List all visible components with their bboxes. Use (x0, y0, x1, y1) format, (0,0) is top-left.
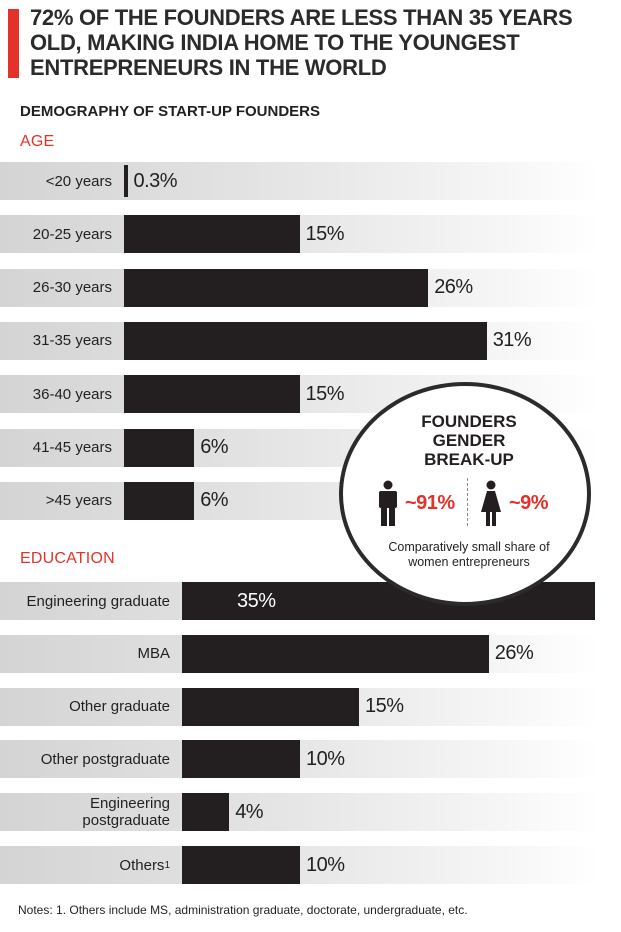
gender-note: Comparatively small share of women entre… (388, 540, 550, 569)
data-bar (124, 428, 195, 467)
data-bar (182, 846, 300, 884)
chart-row: 26-30 years 26% (0, 268, 621, 307)
data-bar (182, 634, 489, 673)
chart-row: Engineering postgraduate 4% (0, 793, 621, 832)
value-label: 15% (305, 222, 345, 245)
category-label-text: Engineering graduate (26, 592, 170, 610)
data-bar (124, 215, 300, 254)
value-label: 15% (365, 695, 404, 718)
chart-row: Other graduate 15% (0, 687, 621, 726)
value-label: 26% (494, 642, 534, 665)
female-person-icon (481, 480, 501, 526)
category-label-text: Other postgraduate (40, 750, 170, 768)
chart-row: <20 years 0.3% (0, 162, 621, 200)
category-label-text: 20-25 years (32, 225, 112, 243)
chart-row: 31-35 years 31% (0, 321, 621, 360)
category-label: MBA (4, 635, 170, 673)
category-label-text: 41-45 years (32, 439, 112, 456)
value-label: 6% (200, 436, 229, 458)
category-label: Others 1 (4, 846, 170, 884)
gender-breakup-callout: FOUNDERS GENDER BREAK-UP ~91% ~9% Compar… (339, 382, 591, 606)
value-label: 0.3% (133, 169, 178, 192)
row-background (0, 162, 600, 200)
data-bar (124, 165, 128, 197)
female-percentage: ~9% (509, 492, 549, 514)
category-label-text: MBA (137, 645, 170, 663)
data-bar (124, 481, 195, 520)
value-label: 10% (306, 747, 345, 770)
headline-accent-bar (8, 9, 19, 78)
data-bar (182, 687, 359, 726)
data-bar (124, 375, 300, 414)
category-label: Other graduate (4, 688, 170, 726)
male-percentage: ~91% (405, 492, 455, 514)
value-label: 4% (235, 800, 264, 823)
data-bar (124, 268, 429, 307)
value-label: 10% (306, 853, 345, 876)
category-label-text: Other graduate (69, 698, 170, 716)
headline: 72% OF THE FOUNDERS ARE LESS THAN 35 YEA… (30, 5, 573, 80)
category-label: Engineering postgraduate (4, 793, 170, 831)
row-background (0, 793, 600, 832)
category-label-text: 26-30 years (32, 279, 112, 297)
row-background (0, 215, 600, 254)
category-label: 20-25 years (4, 215, 112, 253)
category-label: 41-45 years (4, 429, 112, 467)
chart-row: Other postgraduate 10% (0, 740, 621, 779)
category-label-text: Others (119, 856, 165, 874)
footnote: Notes: 1. Others include MS, administrat… (18, 903, 468, 917)
category-label: 36-40 years (4, 375, 112, 413)
footnote-marker: 1 (164, 859, 170, 871)
value-label: 26% (434, 276, 473, 299)
category-label-text: 36-40 years (32, 385, 112, 403)
category-label: 26-30 years (4, 269, 112, 307)
value-label: 35% (237, 589, 276, 612)
category-label-text: Engineering postgraduate (82, 795, 170, 830)
category-label-text: >45 years (45, 492, 112, 510)
gender-divider (467, 478, 468, 526)
education-section-title: EDUCATION (20, 550, 115, 567)
value-label: 6% (200, 489, 229, 512)
category-label-text: 31-35 years (32, 332, 112, 350)
value-label: 31% (492, 329, 532, 352)
data-bar (124, 321, 487, 360)
gender-callout-title: FOUNDERS GENDER BREAK-UP (421, 412, 517, 469)
category-label: >45 years (4, 482, 112, 520)
category-label: <20 years (4, 162, 112, 200)
data-bar (182, 740, 300, 779)
row-background (0, 740, 600, 779)
category-label-text: <20 years (45, 172, 112, 190)
category-label: Other postgraduate (4, 740, 170, 778)
chart-subtitle: DEMOGRAPHY OF START-UP FOUNDERS (20, 103, 321, 120)
age-section-title: AGE (20, 133, 55, 150)
value-label: 15% (305, 382, 345, 405)
chart-row: MBA 26% (0, 634, 621, 673)
male-person-icon (379, 480, 397, 526)
category-label: 31-35 years (4, 322, 112, 360)
row-background (0, 846, 600, 884)
chart-row: Others 1 10% (0, 846, 621, 884)
chart-row: 20-25 years 15% (0, 215, 621, 254)
category-label: Engineering graduate (4, 582, 170, 620)
data-bar (182, 793, 230, 832)
